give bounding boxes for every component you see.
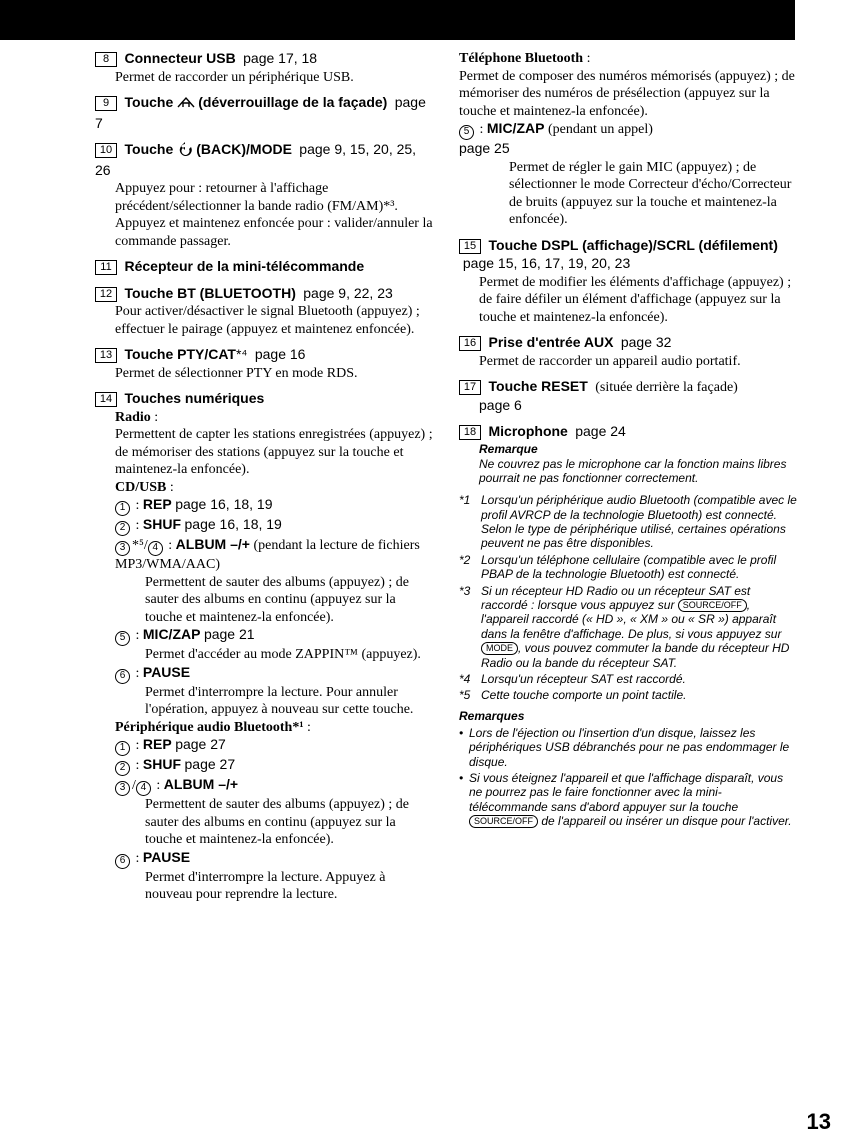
bt-line3: 3/4 : ALBUM –/+: [115, 776, 434, 796]
item-11: 11 Récepteur de la mini-télécommande: [95, 258, 434, 277]
cd-line5: 5 : MIC/ZAP page 21: [115, 626, 434, 646]
title-11: Récepteur de la mini-télécommande: [125, 258, 365, 274]
left-column: 8 Connecteur USB page 17, 18 Permet de r…: [95, 50, 434, 1113]
header-bar: [0, 0, 795, 40]
pages-12: page 9, 22, 23: [303, 285, 393, 301]
item-12: 12 Touche BT (BLUETOOTH) page 9, 22, 23 …: [95, 285, 434, 339]
note-18: Ne couvrez pas le microphone car la fonc…: [479, 457, 798, 486]
cd-line1: 1 : REP page 16, 18, 19: [115, 496, 434, 516]
item-13: 13 Touche PTY/CAT*⁴ page 16 Permet de sé…: [95, 346, 434, 382]
num-18: 18: [459, 425, 481, 440]
bt-line1: 1 : REP page 27: [115, 736, 434, 756]
tel-5p: page 25: [459, 140, 798, 159]
fn2: *2Lorsqu'un téléphone cellulaire (compat…: [459, 553, 798, 582]
fn1: *1Lorsqu'un périphérique audio Bluetooth…: [459, 493, 798, 551]
num-11: 11: [95, 260, 117, 275]
cd-line6: 6 : PAUSE: [115, 664, 434, 684]
tel-head: Téléphone Bluetooth :: [459, 50, 798, 68]
pages-15: page 15, 16, 17, 19, 20, 23: [463, 255, 630, 271]
tel-5d: Permet de régler le gain MIC (appuyez) ;…: [479, 159, 798, 229]
title-12: Touche BT (BLUETOOTH): [125, 285, 296, 301]
num-15: 15: [459, 239, 481, 254]
source-off-button-icon: SOURCE/OFF: [678, 599, 747, 612]
title-15: Touche DSPL (affichage)/SCRL (défilement…: [489, 237, 778, 253]
desc-10a: Appuyez pour : retourner à l'affichage p…: [115, 180, 434, 215]
title-18: Microphone: [489, 423, 568, 439]
num-13: 13: [95, 348, 117, 363]
num-8: 8: [95, 52, 117, 67]
footnotes: *1Lorsqu'un périphérique audio Bluetooth…: [459, 493, 798, 702]
title-10a: Touche: [125, 141, 174, 157]
source-off-button-icon: SOURCE/OFF: [469, 815, 538, 828]
desc-15: Permet de modifier les éléments d'affich…: [479, 274, 798, 327]
item-8: 8 Connecteur USB page 17, 18 Permet de r…: [95, 50, 434, 86]
item-15: 15 Touche DSPL (affichage)/SCRL (défilem…: [459, 237, 798, 327]
cd-line5d: Permet d'accéder au mode ZAPPIN™ (appuye…: [115, 646, 434, 664]
mode-button-icon: MODE: [481, 642, 518, 655]
num-9: 9: [95, 96, 117, 111]
cd-line2: 2 : SHUF page 16, 18, 19: [115, 516, 434, 536]
pages-18: page 24: [575, 423, 626, 439]
cd-line3: 3*⁵/4 : ALBUM –/+ (pendant la lecture de…: [115, 536, 434, 574]
title-10b: (BACK)/MODE: [196, 141, 292, 157]
fn4: *4Lorsqu'un récepteur SAT est raccordé.: [459, 672, 798, 686]
title-17: Touche RESET: [489, 378, 588, 394]
title-9a: Touche: [125, 94, 174, 110]
page: 13 8 Connecteur USB page 17, 18 Permet d…: [0, 0, 843, 1143]
cd-line6d: Permet d'interrompre la lecture. Pour an…: [115, 684, 434, 719]
tel-desc: Permet de composer des numéros mémorisés…: [459, 68, 798, 121]
content: 8 Connecteur USB page 17, 18 Permet de r…: [95, 50, 798, 1113]
remarques: Lors de l'éjection ou l'insertion d'un d…: [459, 726, 798, 829]
cd-line3d: Permettent de sauter des albums (appuyez…: [115, 574, 434, 627]
item-17: 17 Touche RESET (située derrière la faça…: [459, 378, 798, 415]
cd-head: CD/USB :: [115, 479, 434, 497]
title-8: Connecteur USB: [125, 50, 236, 66]
note-head-18: Remarque: [479, 442, 798, 457]
fn5: *5Cette touche comporte un point tactile…: [459, 688, 798, 702]
title-16: Prise d'entrée AUX: [489, 334, 614, 350]
title-13: Touche PTY/CAT: [125, 346, 236, 362]
item-10: 10 Touche (BACK)/MODE page 9, 15, 20, 25…: [95, 141, 434, 250]
item-18: 18 Microphone page 24 Remarque Ne couvre…: [459, 423, 798, 485]
num-14: 14: [95, 392, 117, 407]
back-icon: [177, 142, 193, 162]
tel-5: 5 : MIC/ZAP (pendant un appel): [459, 120, 798, 140]
pages-16: page 32: [621, 334, 672, 350]
page-number: 13: [807, 1109, 831, 1135]
bt-line6: 6 : PAUSE: [115, 849, 434, 869]
item-16: 16 Prise d'entrée AUX page 32 Permet de …: [459, 334, 798, 370]
radio-desc: Permettent de capter les stations enregi…: [115, 426, 434, 479]
desc-8: Permet de raccorder un périphérique USB.: [115, 69, 434, 87]
item-14: 14 Touches numériques Radio : Permettent…: [95, 390, 434, 904]
pages-13: page 16: [255, 346, 306, 362]
num-16: 16: [459, 336, 481, 351]
title-14: Touches numériques: [125, 390, 265, 406]
desc-16: Permet de raccorder un appareil audio po…: [479, 353, 798, 371]
bt-line3d: Permettent de sauter des albums (appuyez…: [115, 796, 434, 849]
sup-13: *⁴: [236, 346, 247, 362]
bt-head: Périphérique audio Bluetooth*¹ :: [115, 719, 434, 737]
title-9b: (déverrouillage de la façade): [198, 94, 387, 110]
rem1: Lors de l'éjection ou l'insertion d'un d…: [459, 726, 798, 769]
desc-12: Pour activer/désactiver le signal Blueto…: [115, 303, 434, 338]
num-10: 10: [95, 143, 117, 158]
radio-head: Radio :: [115, 409, 434, 427]
fn3: *3 Si un récepteur HD Radio ou un récept…: [459, 584, 798, 670]
desc-13: Permet de sélectionner PTY en mode RDS.: [115, 365, 434, 383]
rem2: Si vous éteignez l'appareil et que l'aff…: [459, 771, 798, 829]
right-column: Téléphone Bluetooth : Permet de composer…: [459, 50, 798, 1113]
pages-17: page 6: [479, 397, 522, 413]
bt-line6d: Permet d'interrompre la lecture. Appuyez…: [115, 869, 434, 904]
remarques-head: Remarques: [459, 709, 798, 724]
bt-line2: 2 : SHUF page 27: [115, 756, 434, 776]
num-12: 12: [95, 287, 117, 302]
item-9: 9 Touche (déverrouillage de la façade) p…: [95, 94, 434, 133]
desc-10b: Appuyez et maintenez enfoncée pour : val…: [115, 215, 434, 250]
num-17: 17: [459, 380, 481, 395]
release-icon: [177, 95, 195, 115]
